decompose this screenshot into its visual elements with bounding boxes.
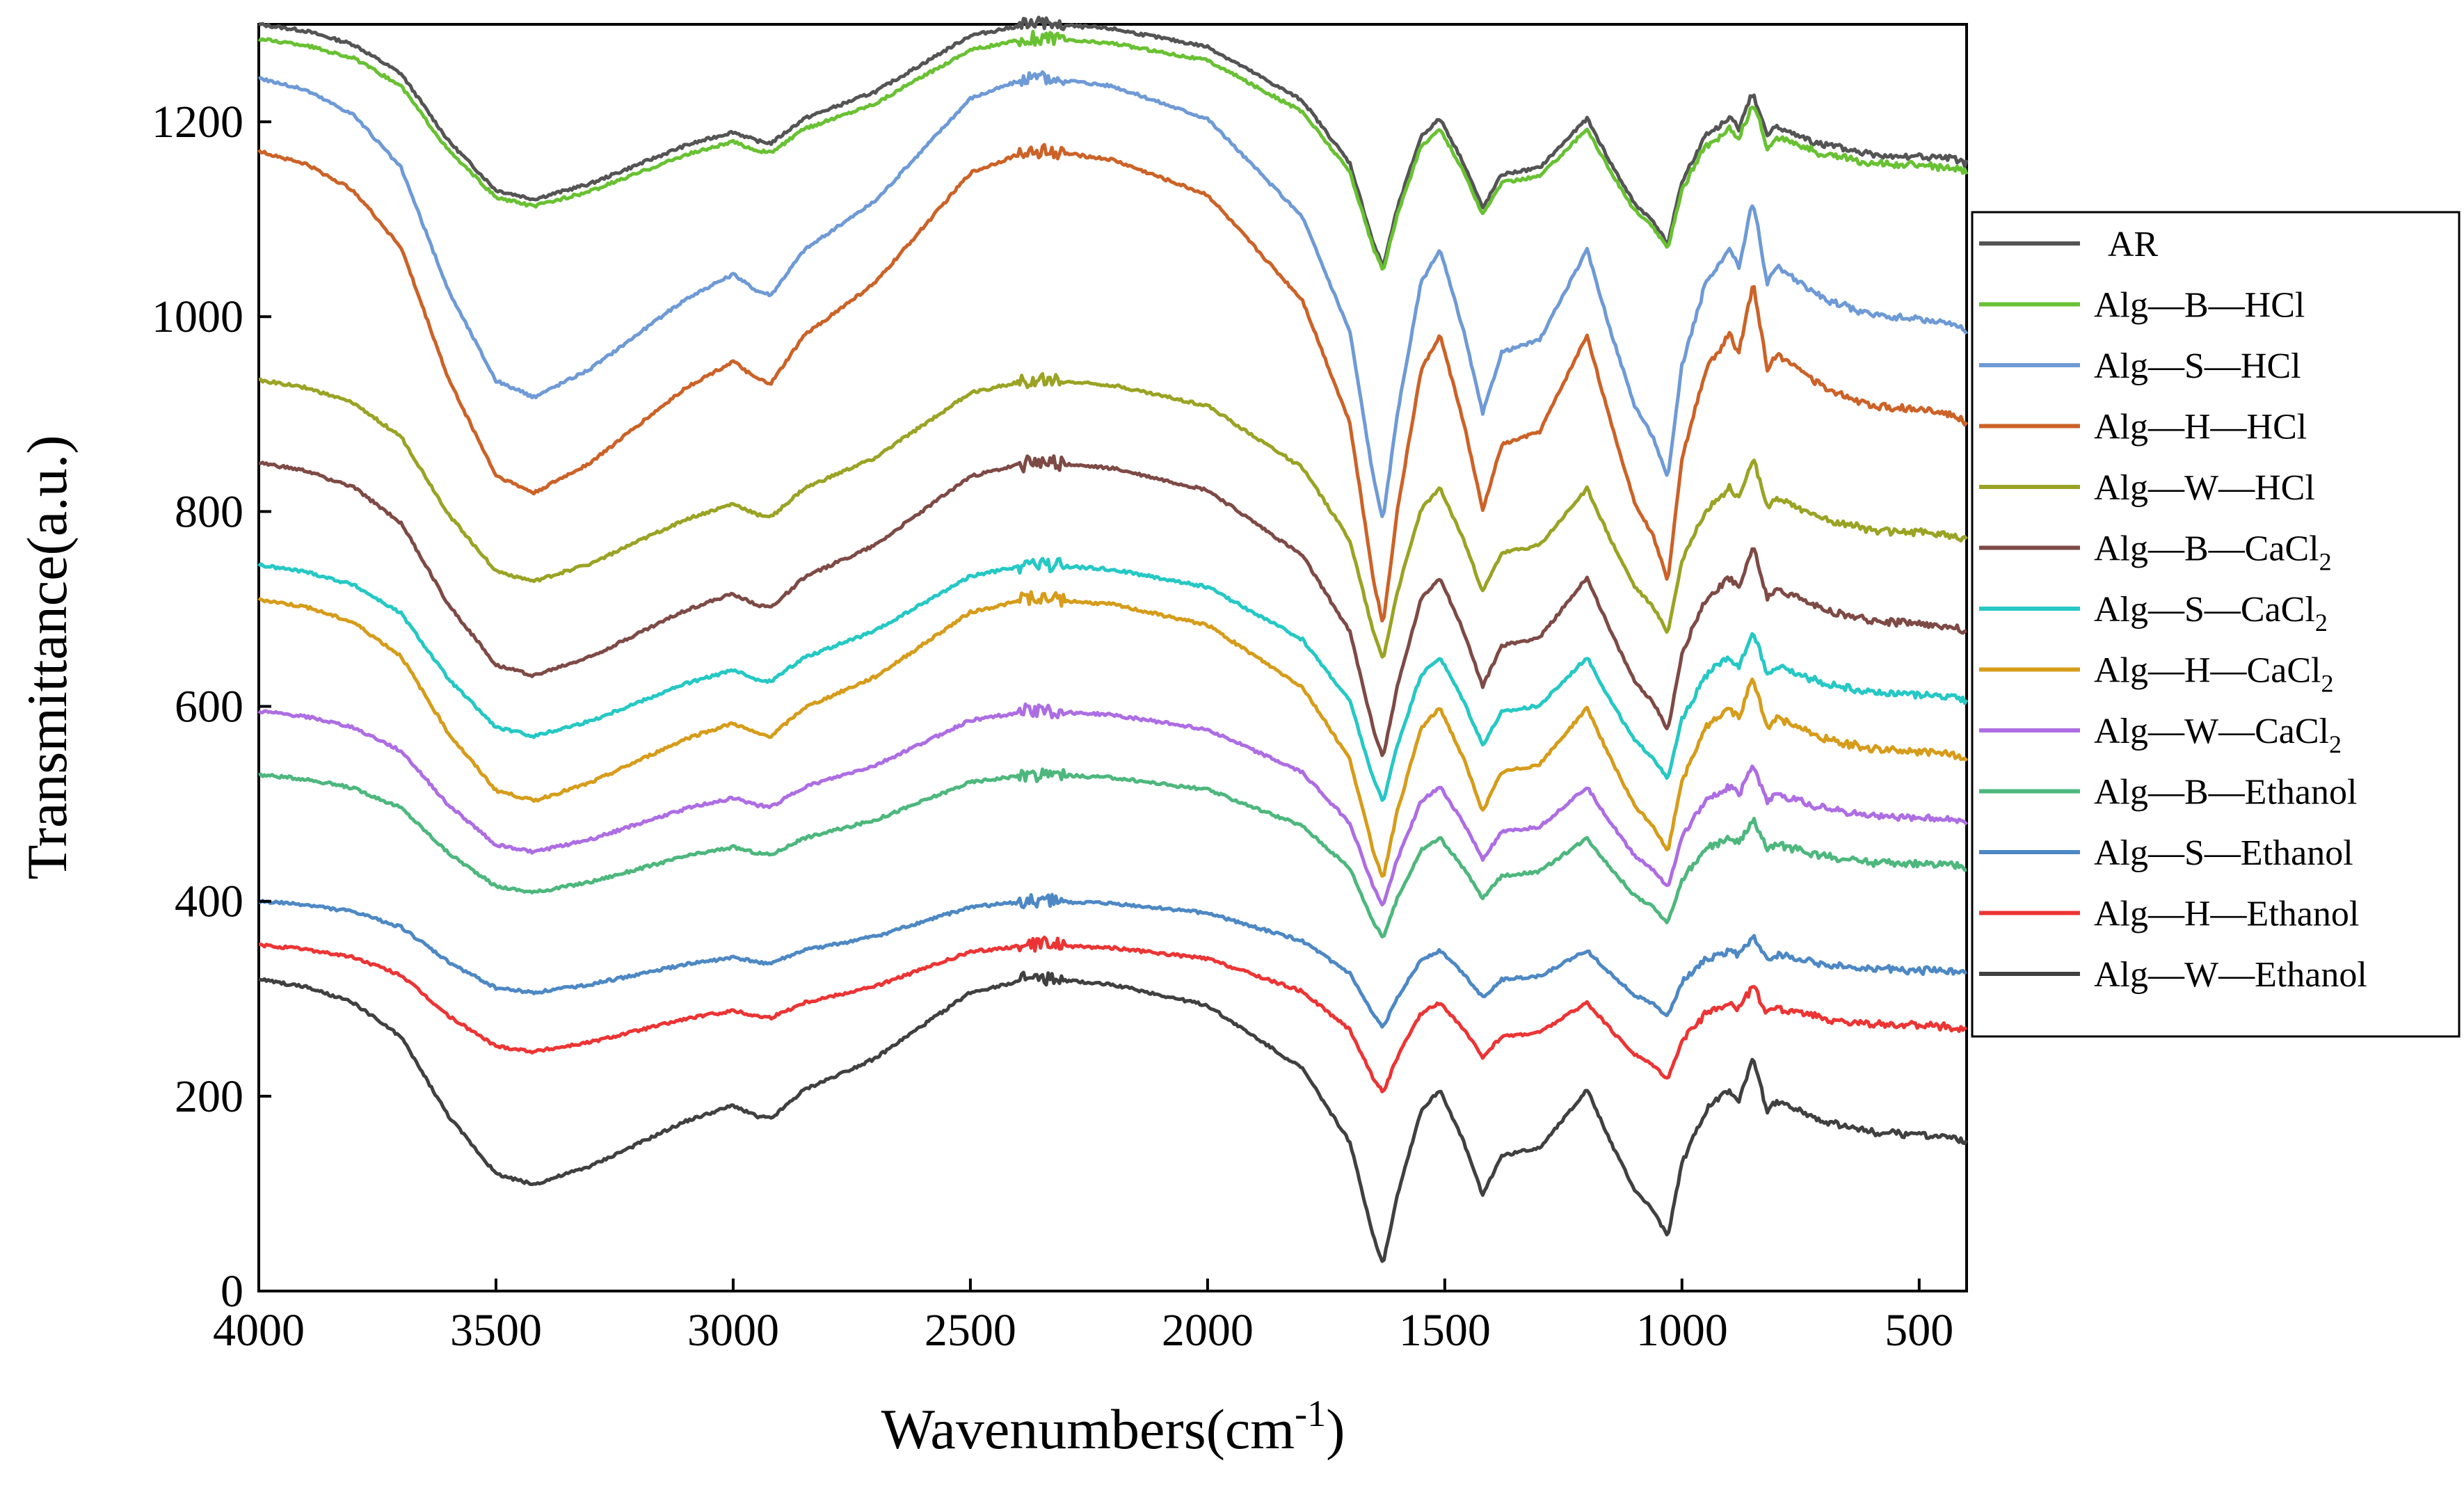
series-line — [257, 70, 1969, 518]
plot-frame — [257, 23, 1968, 1292]
y-tick-label: 1200 — [152, 97, 243, 147]
legend-label: Alg—W—CaCl2 — [2094, 712, 2342, 758]
x-tick-label: 3000 — [687, 1305, 779, 1356]
x-ticks: 4000 3500 3000 2500 2000 1500 1000 500 — [213, 1279, 1953, 1356]
x-tick-label: 2500 — [925, 1305, 1016, 1356]
x-tick-label: 1000 — [1636, 1305, 1728, 1356]
series-line — [257, 29, 1969, 271]
x-axis-title-close: ) — [1326, 1397, 1345, 1461]
series-line — [258, 970, 1969, 1263]
y-tick-label: 0 — [221, 1266, 243, 1317]
legend-label: Alg—H—HCl — [2094, 408, 2307, 447]
y-tick-label: 1000 — [152, 291, 243, 342]
x-tick-label: 4000 — [213, 1305, 305, 1356]
legend-label: Alg—W—Ethanol — [2094, 955, 2367, 995]
series-line — [257, 143, 1969, 623]
series-line — [258, 936, 1967, 1094]
series-line — [258, 454, 1967, 758]
legend-label: Alg—W—HCl — [2094, 468, 2315, 508]
legend-label: Alg—S—Ethanol — [2094, 833, 2353, 873]
y-tick-label: 800 — [175, 486, 243, 537]
legend-label: Alg—H—CaCl2 — [2094, 651, 2333, 698]
x-tick-label: 3500 — [450, 1305, 542, 1356]
x-tick-label: 1500 — [1399, 1305, 1491, 1356]
series-line — [258, 15, 1969, 267]
y-tick-label: 400 — [175, 876, 243, 927]
legend-label: Alg—B—CaCl2 — [2094, 529, 2332, 576]
series-line — [257, 556, 1969, 802]
x-axis-title: Wavenumbers(cm-1) — [881, 1393, 1345, 1461]
legend-label: Alg—S—HCl — [2094, 346, 2301, 386]
y-tick-label: 600 — [175, 682, 243, 732]
y-tick-label: 200 — [175, 1071, 243, 1122]
series-line — [257, 767, 1967, 939]
x-axis-title-main: Wavenumbers(cm — [881, 1397, 1295, 1461]
x-axis-title-sup: -1 — [1295, 1393, 1326, 1434]
legend-label: Alg—S—CaCl2 — [2094, 590, 2328, 636]
x-tick-label: 2000 — [1162, 1305, 1254, 1356]
y-axis-title: Transmittance(a.u.) — [15, 435, 79, 879]
legend-box — [1971, 211, 2461, 1038]
legend-label: Alg—B—Ethanol — [2094, 773, 2357, 812]
legend: AR Alg—B—HCl Alg—S—HCl Alg—H—HCl Alg—W—HCl Al… — [1979, 225, 2367, 995]
series-line — [257, 590, 1969, 878]
series-line — [258, 371, 1968, 659]
legend-label: Alg—H—Ethanol — [2094, 895, 2359, 934]
y-ticks: 0 200 400 600 800 1000 1200 — [152, 97, 271, 1317]
series-line — [257, 702, 1968, 907]
legend-label: Alg—B—HCl — [2094, 286, 2305, 326]
x-tick-label: 500 — [1885, 1305, 1953, 1356]
legend-label: AR — [2108, 225, 2159, 264]
series-line — [258, 892, 1967, 1029]
series-layer — [257, 15, 1969, 1263]
